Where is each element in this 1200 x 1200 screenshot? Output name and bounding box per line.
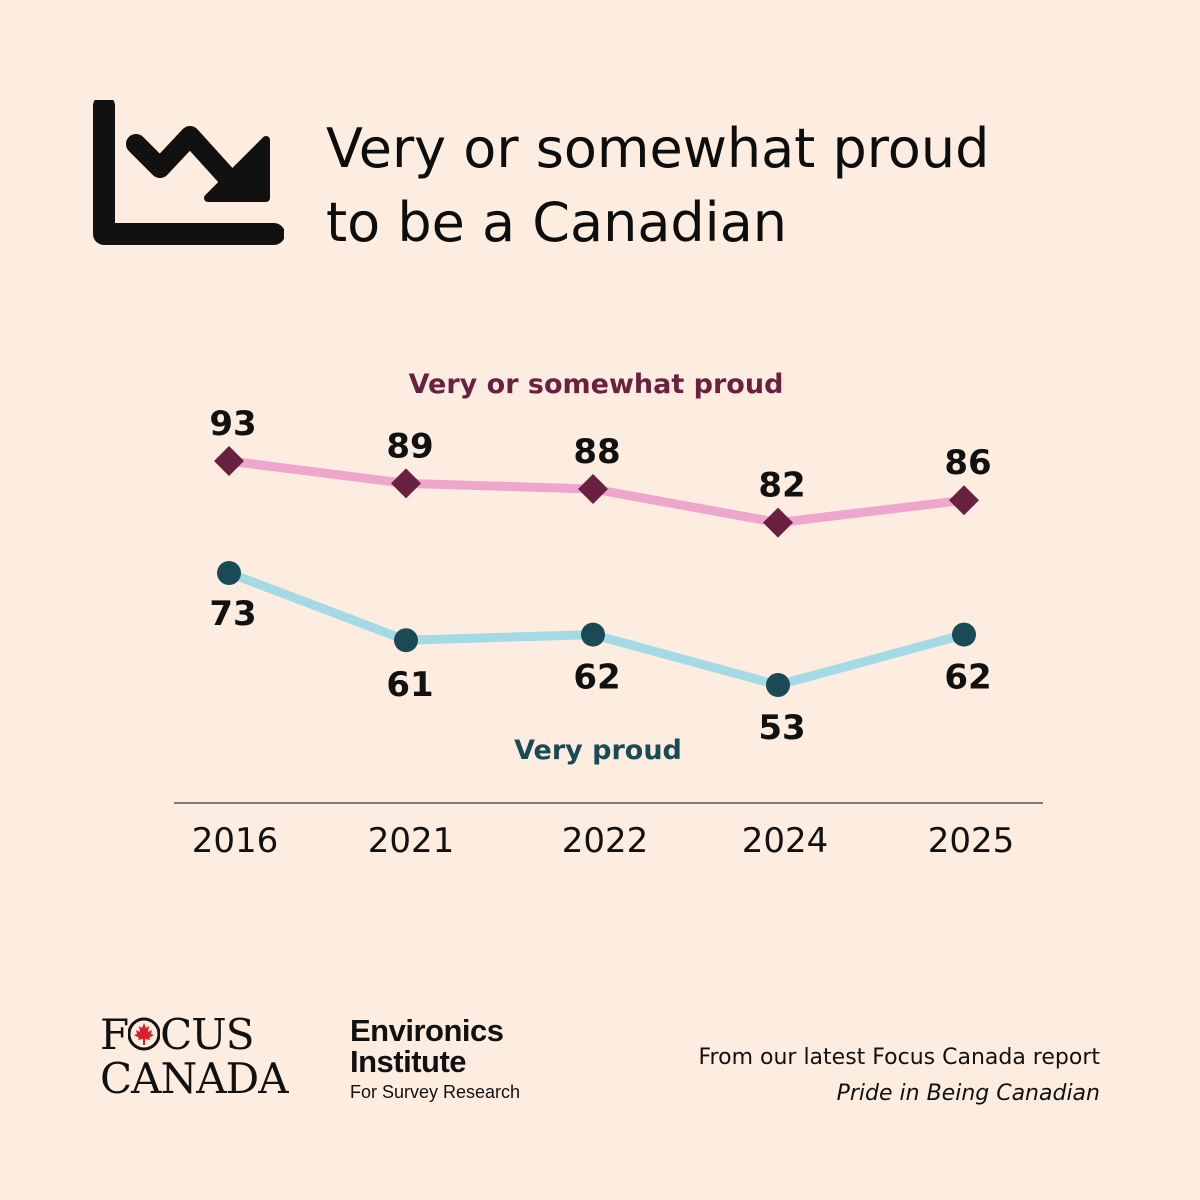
data-label-0-2025: 86: [944, 443, 991, 483]
series-label-1: Very proud: [514, 735, 682, 766]
data-label-1-2025: 62: [944, 658, 991, 698]
focus-logo-letter-f: F: [100, 1010, 129, 1059]
data-point-diamond-2022: [578, 474, 608, 504]
data-point-diamond-2016: [214, 446, 244, 476]
page-title: Very or somewhat proud to be a Canadian: [326, 112, 1086, 260]
environics-tagline: For Survey Research: [350, 1082, 521, 1102]
data-point-circle-2024: [766, 673, 790, 697]
maple-leaf-icon: [128, 1017, 161, 1051]
data-label-1-2016: 73: [209, 594, 256, 634]
source-note: From our latest Focus Canada report Prid…: [699, 1040, 1101, 1112]
data-label-0-2021: 89: [386, 426, 433, 466]
x-tick-label-2024: 2024: [742, 821, 829, 861]
source-line: From our latest Focus Canada report: [698, 1045, 1101, 1070]
data-point-circle-2025: [952, 622, 976, 647]
data-label-0-2016: 93: [209, 404, 256, 444]
title-line-2: to be a Canadian: [326, 191, 788, 254]
focus-logo-letters: CUS: [160, 1010, 254, 1059]
data-point-circle-2021: [394, 628, 418, 653]
report-title: Pride in Being Canadian: [836, 1081, 1100, 1106]
data-label-0-2024: 82: [758, 466, 805, 506]
data-point-diamond-2024: [763, 507, 793, 538]
data-label-0-2022: 88: [573, 432, 620, 472]
x-tick-label-2022: 2022: [562, 821, 649, 861]
x-tick-label-2016: 2016: [192, 821, 279, 861]
data-point-diamond-2025: [949, 485, 979, 516]
data-label-1-2022: 62: [573, 658, 620, 698]
data-label-1-2024: 53: [758, 708, 805, 748]
x-tick-label-2025: 2025: [928, 821, 1015, 861]
title-line-1: Very or somewhat proud: [326, 117, 990, 180]
trending-down-chart-icon: [93, 100, 284, 245]
focus-canada-logo: F CUS CANADA: [100, 1014, 310, 1100]
environics-name-line2: Institute: [350, 1044, 467, 1079]
data-point-circle-2022: [581, 622, 605, 647]
series-label-0: Very or somewhat proud: [409, 369, 784, 400]
data-point-circle-2016: [217, 561, 241, 585]
environics-logo: Environics Institute For Survey Research: [350, 1015, 520, 1104]
data-point-diamond-2021: [391, 468, 421, 499]
x-tick-label-2021: 2021: [368, 821, 455, 861]
environics-name-line1: Environics: [350, 1013, 504, 1048]
focus-logo-canada: CANADA: [100, 1054, 289, 1103]
data-label-1-2021: 61: [386, 665, 433, 705]
